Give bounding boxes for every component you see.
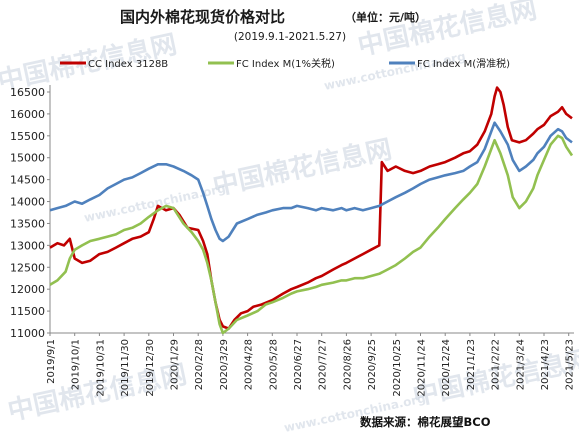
x-tick-label: 2019/10/1 [71,339,82,390]
y-tick-labels: 11000 11500 12000 12500 13000 13500 14000 14500… [10,86,50,340]
x-tick-label: 2020/9/25 [367,339,378,390]
x-tick-label: 2020/1/29 [170,339,181,390]
x-tick-label: 2019/9/1 [46,339,57,384]
x-tick-label: 2020/6/27 [293,339,304,390]
x-tick-label: 2020/7/27 [318,339,329,390]
x-tick-label: 2021/2/22 [491,339,502,390]
x-tick-label: 2020/11/24 [417,339,428,397]
y-tick-label: 13500 [10,217,45,230]
x-tick-label: 2020/12/24 [441,339,452,397]
legend-label-fc-1pct: FC Index M(1%关税) [236,57,335,70]
data-source: 数据来源：棉花展望BCO [360,415,491,429]
x-tick-label: 2020/5/28 [268,339,279,390]
x-tick-label: 2019/12/30 [145,339,156,397]
series-line-2 [49,121,573,243]
legend-label-cc: CC Index 3128B [88,59,168,70]
x-tick-labels: 2019/9/1 2019/10/1 2019/10/31 2019/11/30 201… [46,333,576,397]
chart-title: 国内外棉花现货价格对比 [120,8,285,26]
x-tick-label: 2019/11/30 [120,339,131,397]
series-line-1 [49,134,574,335]
legend-label-fc-sliding: FC Index M(滑准税) [417,57,510,70]
x-tick-label: 2020/8/26 [342,339,353,390]
x-tick-label: 2021/1/23 [466,339,477,390]
y-tick-label: 11000 [10,327,45,340]
x-tick-label: 2021/3/24 [515,339,526,390]
y-tick-label: 15000 [10,152,45,165]
y-tick-label: 15500 [10,130,45,143]
series-line-0 [49,86,573,330]
y-tick-label: 16500 [10,86,45,99]
chart-subtitle: (2019.9.1-2021.5.27) [234,31,346,43]
x-tick-label: 2020/3/29 [219,339,230,390]
series-lines [49,86,574,335]
y-tick-label: 16000 [10,108,45,121]
legend: CC Index 3128B FC Index M(1%关税) FC Index… [60,57,510,70]
y-tick-label: 14000 [10,196,45,209]
x-tick-label: 2021/4/23 [540,339,551,390]
y-tick-label: 11500 [10,305,45,318]
x-tick-label: 2021/5/23 [565,339,576,390]
x-tick-label: 2020/2/28 [194,339,205,390]
x-tick-label: 2020/4/28 [244,339,255,390]
x-tick-label: 2019/10/31 [95,339,106,397]
x-tick-label: 2020/10/25 [392,339,403,397]
y-tick-label: 14500 [10,174,45,187]
y-tick-label: 12000 [10,283,45,296]
watermark-brand: 中国棉花信息网 [210,134,394,202]
y-tick-label: 12500 [10,261,45,274]
y-tick-label: 13000 [10,239,45,252]
unit-label: （单位：元/吨） [345,10,426,24]
watermark-url: www.cottonchina.org [323,49,467,93]
